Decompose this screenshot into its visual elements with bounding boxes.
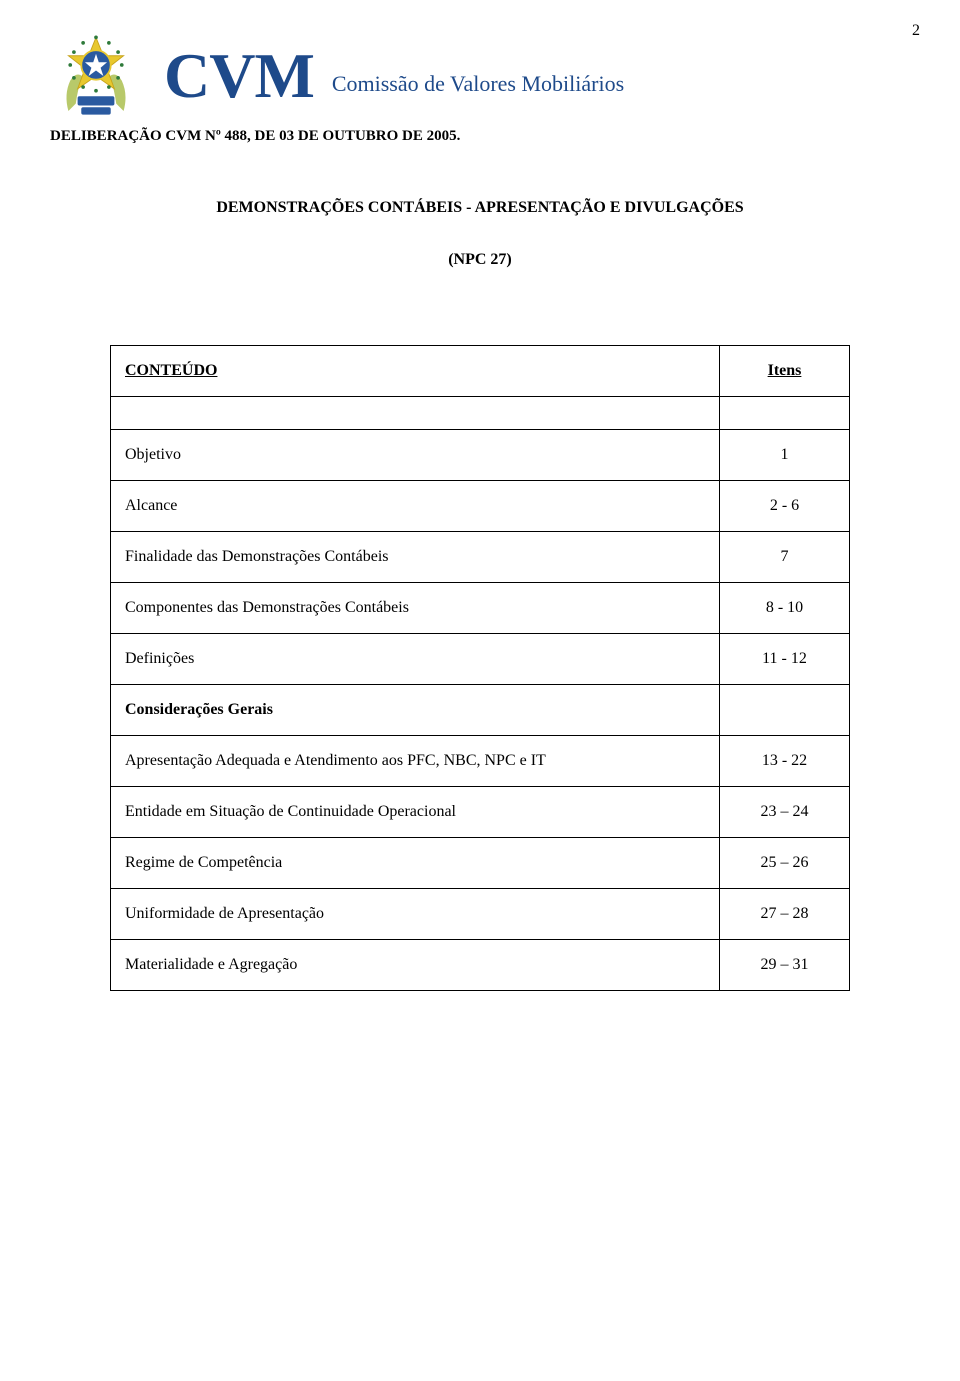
- toc-row-items: 25 – 26: [720, 838, 850, 889]
- toc-row: Finalidade das Demonstrações Contábeis 7: [111, 532, 850, 583]
- toc-row-items: [720, 685, 850, 736]
- toc-row-label: Componentes das Demonstrações Contábeis: [111, 583, 720, 634]
- document-reference: DELIBERAÇÃO CVM Nº 488, DE 03 DE OUTUBRO…: [50, 128, 850, 145]
- toc-row-label: Alcance: [111, 481, 720, 532]
- document-title: DEMONSTRAÇÕES CONTÁBEIS - APRESENTAÇÃO E…: [110, 199, 850, 217]
- header-logo-block: CVM Comissão de Valores Mobiliários: [50, 30, 850, 122]
- toc-row: Materialidade e Agregação 29 – 31: [111, 940, 850, 991]
- toc-row-label: Entidade em Situação de Continuidade Ope…: [111, 787, 720, 838]
- toc-row: Regime de Competência 25 – 26: [111, 838, 850, 889]
- toc-row-label: Considerações Gerais: [111, 685, 720, 736]
- toc-header-items: Itens: [720, 346, 850, 397]
- toc-row-label: Materialidade e Agregação: [111, 940, 720, 991]
- toc-row-items: 8 - 10: [720, 583, 850, 634]
- toc-header-label: CONTEÚDO: [111, 346, 720, 397]
- toc-row-items: 27 – 28: [720, 889, 850, 940]
- toc-header-row: CONTEÚDO Itens: [111, 346, 850, 397]
- toc-row-label: Uniformidade de Apresentação: [111, 889, 720, 940]
- toc-row-items: 29 – 31: [720, 940, 850, 991]
- toc-row-label: Regime de Competência: [111, 838, 720, 889]
- toc-container: CONTEÚDO Itens Objetivo 1 Alcance 2 - 6 …: [110, 345, 850, 991]
- page-number: 2: [912, 22, 920, 40]
- toc-row: Uniformidade de Apresentação 27 – 28: [111, 889, 850, 940]
- brand-acronym: CVM: [164, 39, 314, 113]
- toc-row-items: 1: [720, 430, 850, 481]
- national-emblem-icon: [50, 30, 142, 122]
- toc-row-items: 13 - 22: [720, 736, 850, 787]
- toc-row: Considerações Gerais: [111, 685, 850, 736]
- document-subtitle: (NPC 27): [110, 251, 850, 269]
- toc-table: CONTEÚDO Itens Objetivo 1 Alcance 2 - 6 …: [110, 345, 850, 991]
- toc-row: Objetivo 1: [111, 430, 850, 481]
- toc-row-label: Objetivo: [111, 430, 720, 481]
- toc-row: Entidade em Situação de Continuidade Ope…: [111, 787, 850, 838]
- toc-row-items: 11 - 12: [720, 634, 850, 685]
- toc-row-label: Finalidade das Demonstrações Contábeis: [111, 532, 720, 583]
- brand-full-name: Comissão de Valores Mobiliários: [332, 71, 624, 97]
- toc-row: Apresentação Adequada e Atendimento aos …: [111, 736, 850, 787]
- toc-row-label: Definições: [111, 634, 720, 685]
- toc-row-items: 7: [720, 532, 850, 583]
- toc-row-items: 23 – 24: [720, 787, 850, 838]
- toc-row: Definições 11 - 12: [111, 634, 850, 685]
- toc-row: Componentes das Demonstrações Contábeis …: [111, 583, 850, 634]
- toc-spacer-row: [111, 397, 850, 430]
- toc-row-items: 2 - 6: [720, 481, 850, 532]
- brand: CVM Comissão de Valores Mobiliários: [164, 39, 624, 113]
- page: 2: [0, 0, 960, 1381]
- toc-row-label: Apresentação Adequada e Atendimento aos …: [111, 736, 720, 787]
- toc-row: Alcance 2 - 6: [111, 481, 850, 532]
